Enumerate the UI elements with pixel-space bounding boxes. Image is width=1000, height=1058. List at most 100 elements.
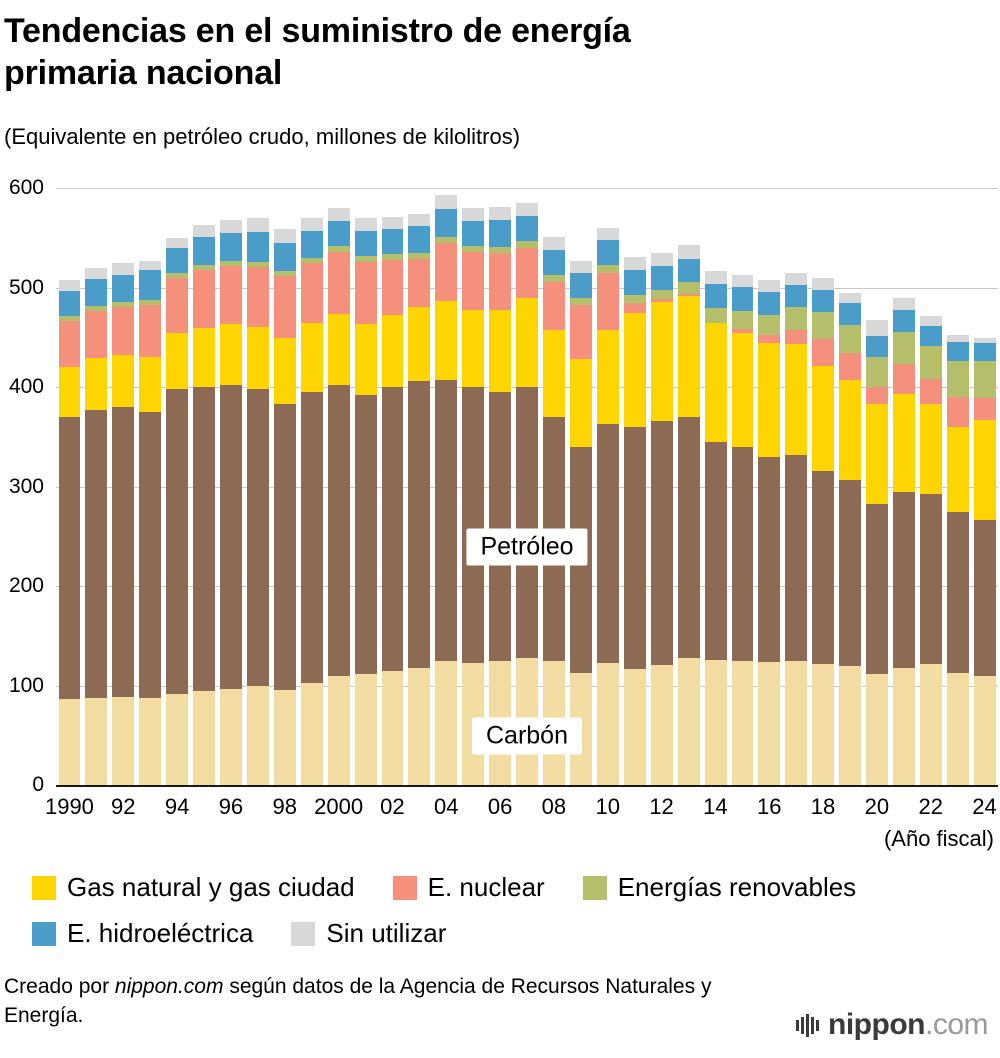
bar-2021-segment-nuclear xyxy=(893,364,915,395)
bar-1994-segment-hidro xyxy=(166,248,189,273)
bar-2023-segment-nuclear xyxy=(946,397,969,428)
bar-1990 xyxy=(58,188,81,786)
bar-2024-segment-sin_utilizar xyxy=(973,337,996,343)
bar-1995-segment-renovables xyxy=(193,264,216,270)
bar-1998-segment-carbon xyxy=(273,689,296,786)
bar-2010-segment-petroleo xyxy=(596,424,619,663)
legend-swatch-renovables xyxy=(582,875,607,900)
bar-1997-segment-sin_utilizar xyxy=(246,218,269,233)
bar-1992-segment-gas xyxy=(112,354,135,408)
bar-1998-segment-sin_utilizar xyxy=(273,229,296,244)
bar-2007-segment-renovables xyxy=(516,241,539,249)
bar-1998-segment-petroleo xyxy=(273,404,296,690)
bar-2013-segment-sin_utilizar xyxy=(677,245,700,259)
legend-label-gas: Gas natural y gas ciudad xyxy=(67,872,355,903)
bar-2023-segment-petroleo xyxy=(946,511,969,673)
credit-source: nippon.com xyxy=(114,975,224,999)
legend-row-1: Gas natural y gas ciudad E. nuclear Energí… xyxy=(32,872,1000,903)
gridline-600 xyxy=(56,188,998,190)
bar-2016-segment-carbon xyxy=(758,661,781,786)
bar-2020-segment-renovables xyxy=(866,357,889,388)
series-label-carbon: Carbón xyxy=(472,717,582,755)
bar-1996-segment-carbon xyxy=(220,688,242,786)
bar-2022 xyxy=(920,188,942,786)
bar-2007-segment-gas xyxy=(516,297,539,388)
bar-1997-segment-renovables xyxy=(246,261,269,267)
bar-1997-segment-carbon xyxy=(246,685,269,786)
bar-1996-segment-hidro xyxy=(220,233,242,261)
bar-2016-segment-nuclear xyxy=(758,334,781,343)
x-tick-label-24: 24 xyxy=(972,794,997,820)
y-tick-label-0: 0 xyxy=(32,773,44,797)
bar-2014-segment-carbon xyxy=(704,659,727,786)
bar-1999-segment-carbon xyxy=(300,682,323,786)
bar-2011-segment-hidro xyxy=(623,269,646,295)
bar-1991-segment-hidro xyxy=(85,278,108,306)
bar-1994-segment-carbon xyxy=(166,693,189,786)
logo-name: nippon xyxy=(828,1008,925,1041)
bar-2012-segment-hidro xyxy=(650,265,673,290)
bar-2009 xyxy=(570,188,592,786)
bar-2008-segment-gas xyxy=(543,329,566,418)
x-tick-label-10: 10 xyxy=(595,794,620,820)
bar-2016-segment-sin_utilizar xyxy=(758,279,781,292)
bar-2007-segment-petroleo xyxy=(516,387,539,658)
bar-2018-segment-petroleo xyxy=(812,470,835,664)
bar-2006-segment-nuclear xyxy=(489,253,512,310)
bar-2013-segment-renovables xyxy=(677,281,700,294)
bar-2001-segment-gas xyxy=(354,323,377,396)
bar-2021-segment-carbon xyxy=(893,667,915,786)
bar-1993-segment-renovables xyxy=(139,299,162,305)
logo-tld: .com xyxy=(924,1008,989,1041)
page-title-line1: Tendencias en el suministro de energía xyxy=(4,12,631,50)
bar-2000-segment-carbon xyxy=(327,675,350,786)
bar-2002-segment-hidro xyxy=(381,229,404,255)
bar-2003-segment-sin_utilizar xyxy=(408,214,431,227)
bar-2007-segment-sin_utilizar xyxy=(516,203,539,217)
x-tick-label-96: 96 xyxy=(218,794,244,820)
bar-2003-segment-petroleo xyxy=(408,381,431,668)
bar-2021-segment-sin_utilizar xyxy=(893,297,915,310)
bar-1997-segment-nuclear xyxy=(246,266,269,327)
bar-1997-segment-petroleo xyxy=(246,389,269,686)
bar-2004-segment-renovables xyxy=(435,237,458,244)
bar-1994-segment-gas xyxy=(166,332,189,390)
bar-2018-segment-carbon xyxy=(812,663,835,786)
bar-1993-segment-nuclear xyxy=(139,304,162,358)
bar-2013-segment-hidro xyxy=(677,259,700,282)
bar-2012-segment-petroleo xyxy=(650,421,673,665)
bar-2023 xyxy=(946,188,969,786)
bar-2010-segment-sin_utilizar xyxy=(596,228,619,241)
x-tick-label-04: 04 xyxy=(434,794,459,820)
bar-1996-segment-sin_utilizar xyxy=(220,220,242,234)
bar-1992-segment-petroleo xyxy=(112,407,135,697)
x-tick-label-16: 16 xyxy=(756,794,782,820)
bar-2009-segment-gas xyxy=(570,359,592,448)
bar-2012-segment-renovables xyxy=(650,289,673,299)
bar-1999-segment-renovables xyxy=(300,258,323,263)
y-tick-label-400: 400 xyxy=(8,375,44,399)
legend-label-nuclear: E. nuclear xyxy=(427,872,545,903)
bar-2017-segment-nuclear xyxy=(785,329,808,344)
bar-1999 xyxy=(300,188,323,786)
bar-1999-segment-gas xyxy=(300,322,323,393)
bar-2008-segment-nuclear xyxy=(543,281,566,330)
bar-2019-segment-renovables xyxy=(839,324,862,353)
bar-2009-segment-sin_utilizar xyxy=(570,261,592,273)
bar-2000-segment-gas xyxy=(327,313,350,386)
bar-2006-segment-hidro xyxy=(489,220,512,248)
bar-2004-segment-petroleo xyxy=(435,380,458,661)
legend-swatch-gas xyxy=(32,875,56,900)
bar-2023-segment-sin_utilizar xyxy=(946,334,969,342)
bar-2019-segment-carbon xyxy=(839,665,862,786)
bar-1994 xyxy=(166,188,189,786)
bar-1992-segment-carbon xyxy=(112,696,135,786)
bar-2023-segment-hidro xyxy=(946,341,969,362)
bar-2007 xyxy=(516,188,539,786)
legend-swatch-sin_utilizar xyxy=(291,921,316,946)
bar-2005-segment-renovables xyxy=(462,246,485,253)
bar-1991-segment-sin_utilizar xyxy=(85,267,108,279)
bar-1994-segment-petroleo xyxy=(166,389,189,694)
bar-2018-segment-hidro xyxy=(812,289,835,312)
bar-2003-segment-nuclear xyxy=(408,258,431,307)
